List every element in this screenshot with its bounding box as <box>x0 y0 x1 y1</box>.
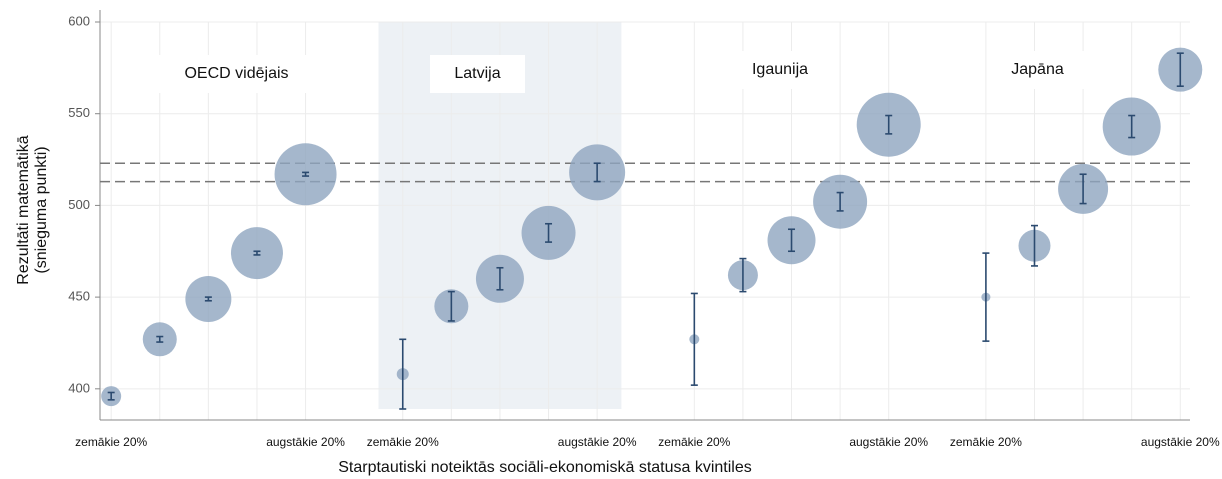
error-bar <box>1128 114 1136 139</box>
error-bar <box>885 114 893 135</box>
y-axis-label: (snieguma punkti) <box>33 146 50 273</box>
error-bar <box>1176 52 1184 87</box>
x-axis-label: Starptautiski noteiktās sociāli-ekonomis… <box>338 459 752 476</box>
error-bar <box>156 335 164 343</box>
error-bar <box>447 290 455 322</box>
y-tick-label: 600 <box>68 13 90 28</box>
x-tick-label: zemākie 20% <box>658 435 730 449</box>
x-tick-label: augstākie 20% <box>558 435 637 449</box>
x-tick-label: zemākie 20% <box>950 435 1022 449</box>
error-bar <box>399 338 407 410</box>
y-tick-label: 450 <box>68 289 90 304</box>
group-label-box <box>735 51 825 89</box>
error-bar <box>1030 224 1038 267</box>
error-bar <box>739 257 747 293</box>
y-tick-label: 500 <box>68 197 90 212</box>
error-bar <box>204 296 212 302</box>
group-label: Igaunija <box>752 61 808 78</box>
error-bar <box>836 191 844 212</box>
error-bar <box>788 228 796 253</box>
y-axis-label: Rezultāti matemātikā <box>15 135 32 284</box>
error-bar <box>253 250 261 256</box>
group-label-box <box>990 51 1085 89</box>
x-tick-label: zemākie 20% <box>367 435 439 449</box>
error-bar <box>545 222 553 243</box>
group-label: Japāna <box>1011 61 1064 78</box>
x-tick-label: zemākie 20% <box>75 435 147 449</box>
error-bar <box>982 252 990 342</box>
group-label-box <box>148 55 325 93</box>
group-label: Latvija <box>454 65 500 82</box>
x-tick-label: augstākie 20% <box>849 435 928 449</box>
group-label: OECD vidējais <box>184 65 288 82</box>
error-bar <box>1079 173 1087 205</box>
group-label-box <box>430 55 525 93</box>
x-tick-label: augstākie 20% <box>266 435 345 449</box>
error-bar <box>690 292 698 386</box>
error-bar <box>107 391 115 401</box>
y-tick-label: 400 <box>68 380 90 395</box>
error-bar <box>302 171 310 177</box>
y-tick-label: 550 <box>68 105 90 120</box>
error-bar <box>496 266 504 291</box>
x-tick-label: augstākie 20% <box>1141 435 1220 449</box>
error-bar <box>593 162 601 183</box>
